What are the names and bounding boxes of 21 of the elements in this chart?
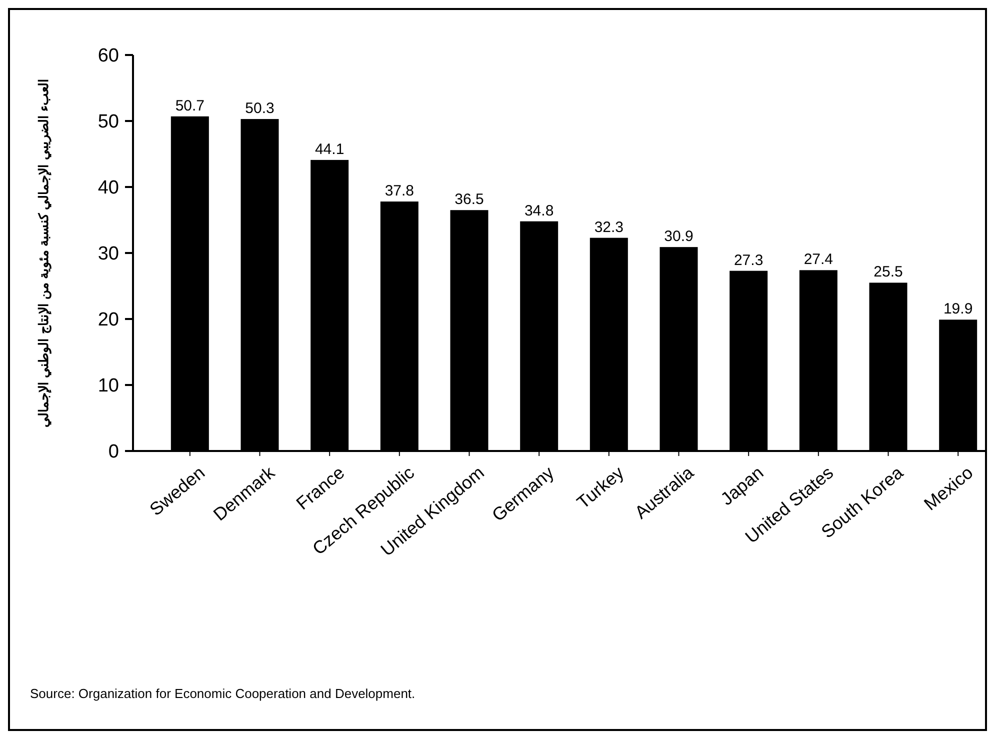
y-tick-label: 10 bbox=[98, 376, 119, 397]
data-label: 50.3 bbox=[245, 100, 274, 118]
y-tick-label: 20 bbox=[98, 310, 119, 331]
y-tick-label: 40 bbox=[98, 178, 119, 199]
data-label: 19.9 bbox=[943, 300, 973, 318]
data-label: 50.7 bbox=[175, 97, 205, 114]
data-label: 27.3 bbox=[734, 252, 764, 269]
source-note: Source: Organization for Economic Cooperation and Development. bbox=[30, 686, 416, 701]
data-label: 36.5 bbox=[454, 191, 484, 208]
y-axis-title: العبء الضريبي الإجمالي كنسبة مئوية من الإنتاج الوطني الإجمالي bbox=[36, 78, 52, 428]
data-label: 32.3 bbox=[594, 218, 624, 236]
data-label: 30.9 bbox=[664, 228, 694, 246]
y-tick-label: 60 bbox=[98, 46, 119, 67]
data-label: 34.8 bbox=[524, 202, 554, 220]
data-label: 44.1 bbox=[314, 140, 344, 158]
data-label: 37.8 bbox=[384, 182, 414, 200]
data-label: 25.5 bbox=[874, 264, 903, 281]
y-tick-label: 50 bbox=[98, 112, 119, 133]
y-tick-label: 30 bbox=[98, 244, 119, 265]
y-tick-label: 0 bbox=[108, 442, 119, 463]
data-label: 27.4 bbox=[804, 251, 834, 268]
